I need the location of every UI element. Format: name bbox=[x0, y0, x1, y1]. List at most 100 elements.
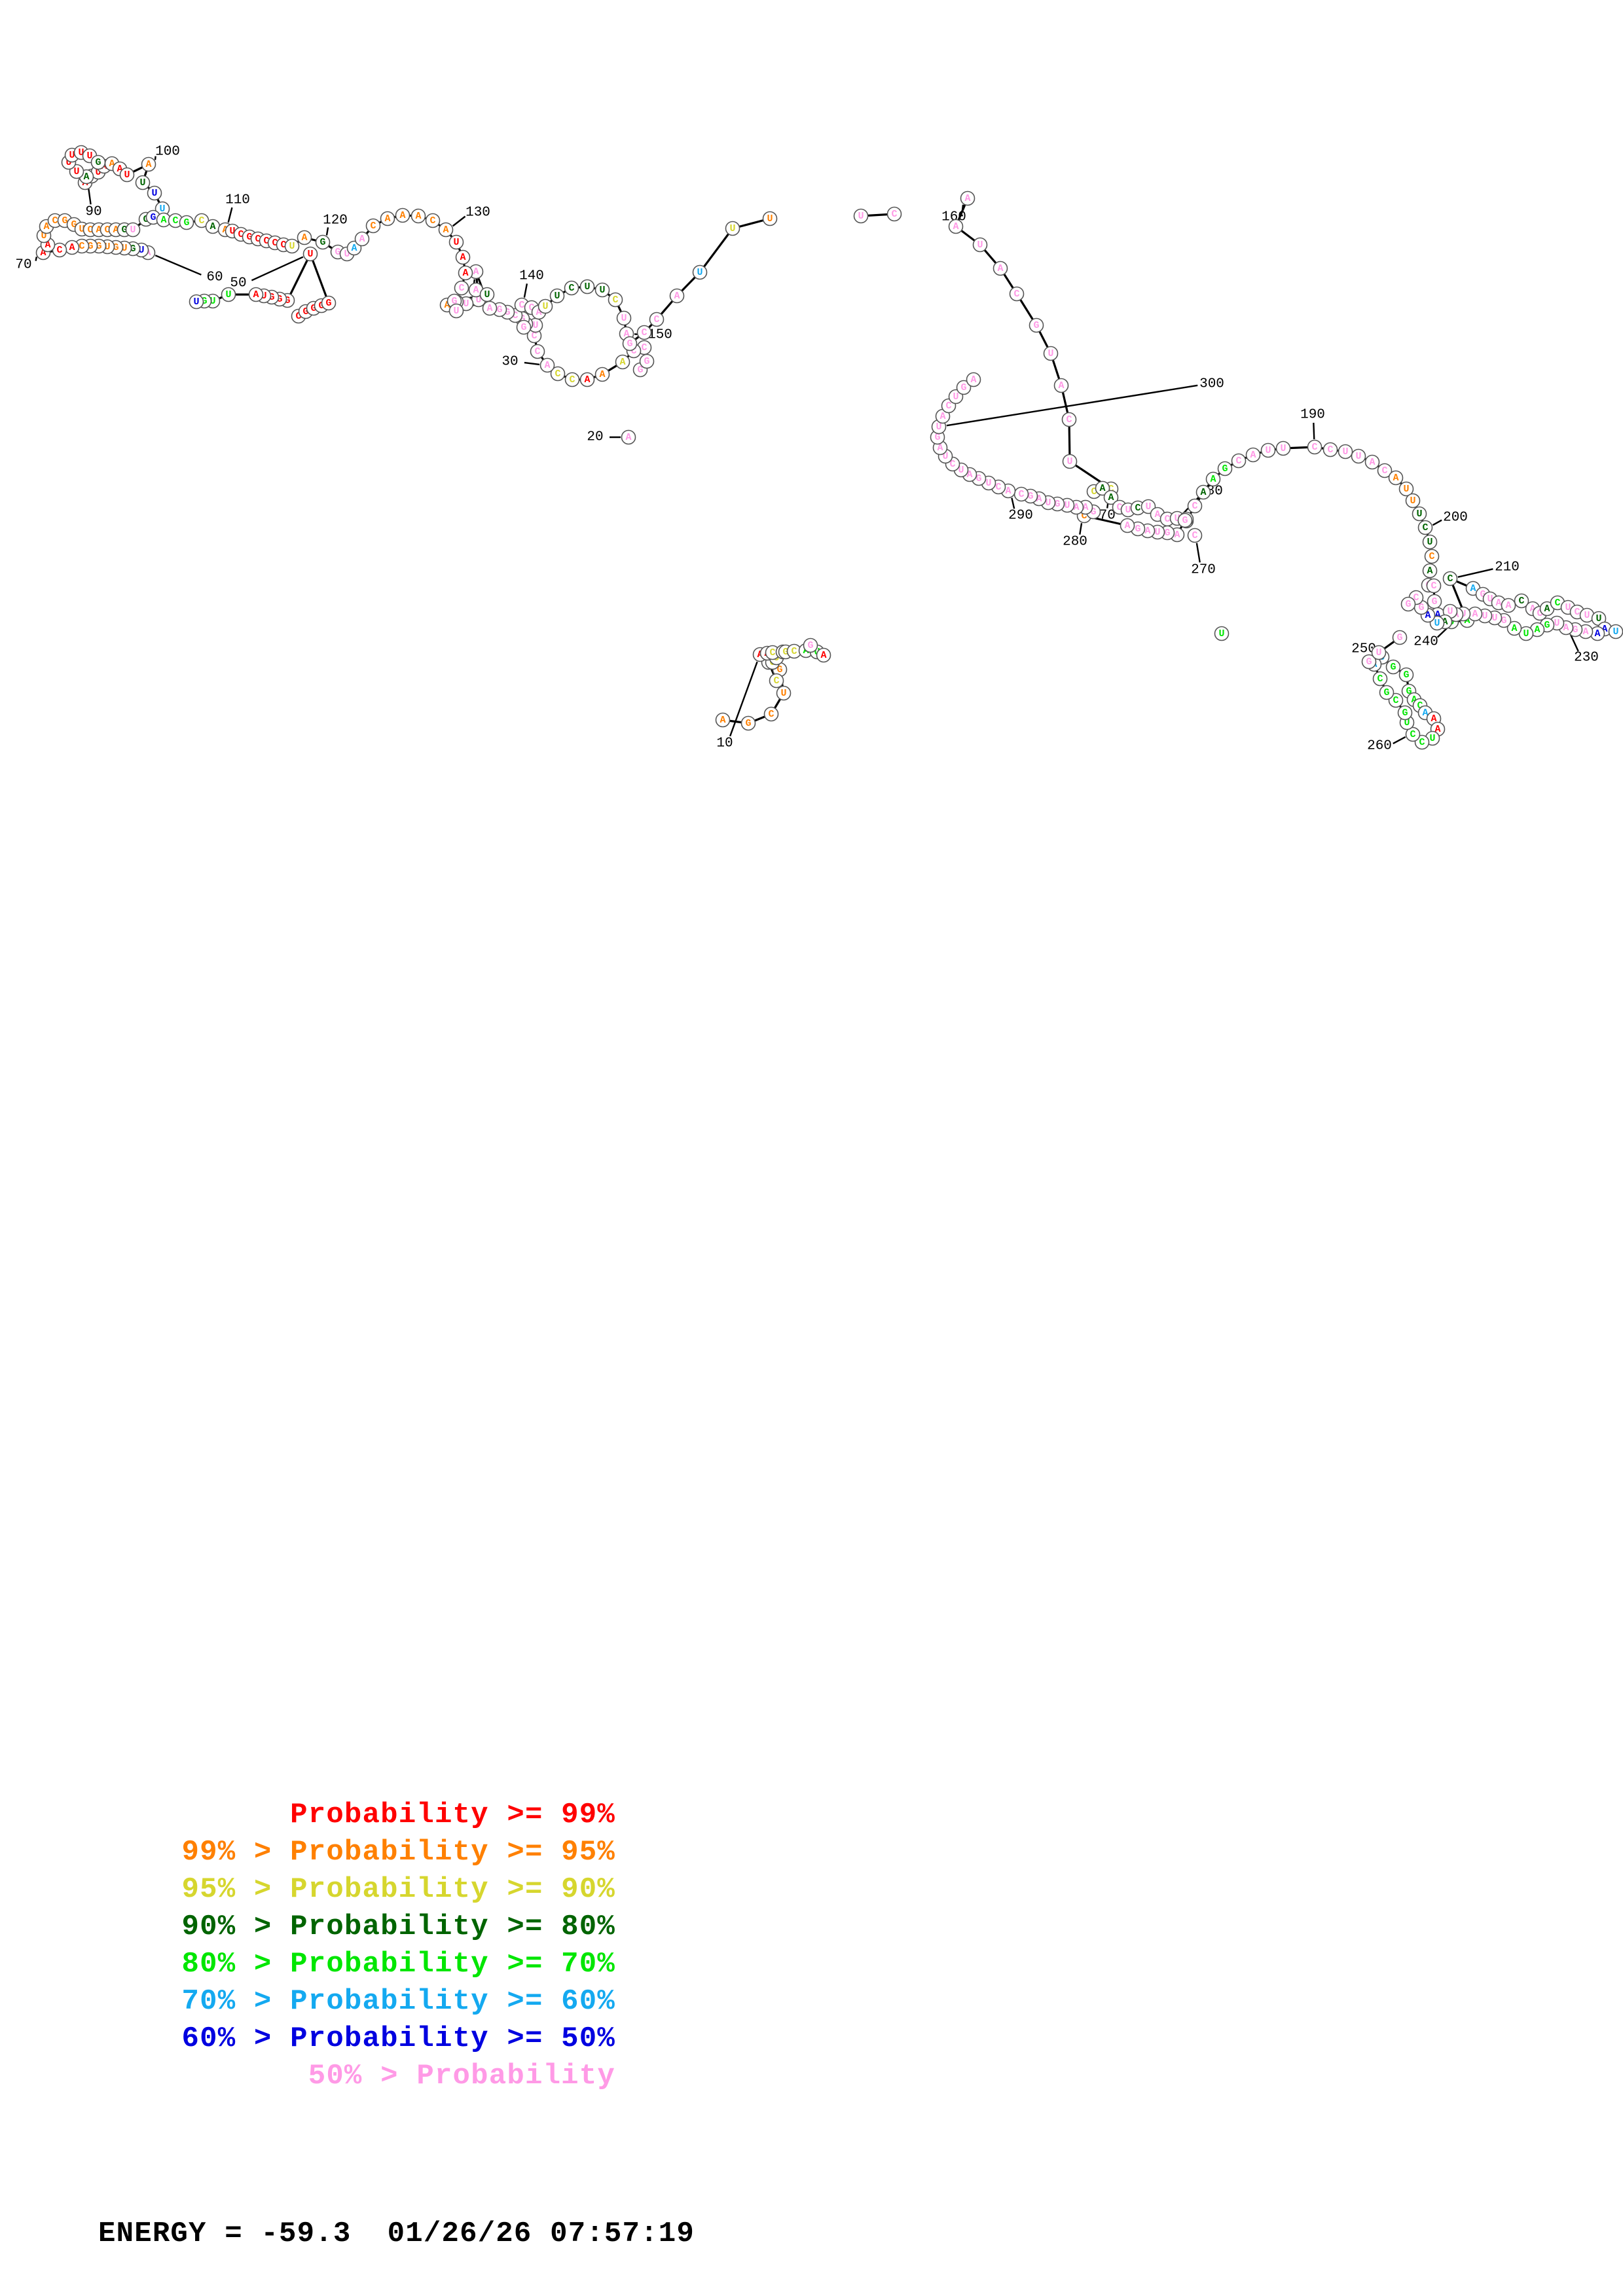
nucleotide[interactable]: G bbox=[1361, 654, 1377, 670]
nucleotide[interactable]: C bbox=[608, 292, 623, 308]
nucleotide[interactable]: C bbox=[564, 372, 580, 387]
nucleotide[interactable]: C bbox=[1187, 528, 1203, 543]
nucleotide[interactable]: G bbox=[740, 715, 756, 731]
nucleotide[interactable]: A bbox=[621, 429, 636, 445]
nucleotide[interactable]: C bbox=[1061, 412, 1077, 427]
nucleotide[interactable]: C bbox=[1417, 520, 1433, 535]
nucleotide[interactable]: G bbox=[803, 637, 818, 653]
nucleotide[interactable]: G bbox=[179, 215, 194, 230]
nucleotide[interactable]: A bbox=[458, 265, 473, 281]
nucleotide[interactable]: A bbox=[1245, 447, 1261, 463]
nucleotide[interactable]: U bbox=[1608, 624, 1623, 639]
nucleotide[interactable]: U bbox=[221, 287, 236, 302]
nucleotide[interactable]: G bbox=[622, 336, 638, 351]
nucleotide[interactable]: A bbox=[395, 207, 410, 223]
nucleotide[interactable]: U bbox=[1214, 626, 1230, 641]
nucleotide[interactable]: A bbox=[1467, 606, 1483, 622]
nucleotide[interactable]: U bbox=[853, 208, 869, 224]
nucleotide[interactable]: C bbox=[1307, 439, 1322, 455]
nucleotide[interactable]: U bbox=[549, 288, 565, 304]
nucleotide[interactable]: A bbox=[1506, 620, 1522, 636]
nucleotide[interactable]: A bbox=[380, 211, 395, 226]
nucleotide[interactable]: C bbox=[1426, 578, 1442, 594]
nucleotide[interactable]: G bbox=[1400, 596, 1416, 612]
nucleotide[interactable]: U bbox=[284, 238, 300, 254]
nucleotide[interactable]: U bbox=[1260, 442, 1276, 458]
nucleotide[interactable]: U bbox=[479, 287, 495, 302]
nucleotide[interactable]: C bbox=[454, 280, 469, 296]
nucleotide[interactable]: A bbox=[438, 222, 454, 238]
nucleotide[interactable]: C bbox=[425, 213, 441, 228]
nucleotide[interactable]: U bbox=[579, 279, 595, 295]
nucleotide[interactable]: G bbox=[516, 319, 532, 335]
nucleotide[interactable]: A bbox=[297, 230, 312, 245]
nucleotide[interactable]: G bbox=[90, 154, 106, 170]
nucleotide[interactable]: A bbox=[715, 712, 731, 728]
nucleotide[interactable]: U bbox=[725, 221, 740, 236]
nucleotide[interactable]: U bbox=[1338, 444, 1353, 459]
nucleotide[interactable]: A bbox=[993, 260, 1008, 276]
nucleotide[interactable]: C bbox=[530, 344, 545, 359]
nucleotide[interactable]: U bbox=[1043, 346, 1059, 361]
nucleotide[interactable]: A bbox=[935, 408, 951, 424]
nucleotide[interactable]: G bbox=[321, 295, 337, 311]
nucleotide[interactable]: C bbox=[1377, 463, 1393, 478]
nucleotide[interactable]: C bbox=[1013, 486, 1029, 502]
nucleotide[interactable]: C bbox=[564, 280, 579, 296]
nucleotide[interactable]: A bbox=[455, 249, 471, 265]
nucleotide[interactable]: U bbox=[972, 237, 988, 253]
nucleotide[interactable]: A bbox=[1053, 378, 1069, 393]
nucleotide[interactable]: C bbox=[1405, 726, 1421, 742]
nucleotide[interactable]: A bbox=[205, 219, 221, 234]
nucleotide[interactable]: A bbox=[1501, 598, 1516, 613]
nucleotide[interactable]: A bbox=[1422, 563, 1438, 579]
nucleotide[interactable]: G bbox=[1427, 594, 1442, 609]
nucleotide[interactable]: U bbox=[189, 294, 204, 310]
nucleotide[interactable]: C bbox=[1372, 671, 1388, 687]
nucleotide[interactable]: A bbox=[615, 354, 630, 370]
nucleotide[interactable]: G bbox=[315, 234, 331, 250]
nucleotide[interactable]: C bbox=[763, 706, 779, 722]
nucleotide[interactable]: G bbox=[1379, 685, 1395, 700]
nucleotide[interactable]: C bbox=[1442, 571, 1458, 586]
nucleotide[interactable]: C bbox=[1009, 286, 1025, 302]
nucleotide[interactable]: U bbox=[616, 310, 632, 326]
nucleotide[interactable]: U bbox=[448, 234, 464, 250]
nucleotide[interactable]: A bbox=[966, 372, 981, 387]
nucleotide[interactable]: A bbox=[948, 219, 964, 234]
nucleotide[interactable]: G bbox=[639, 353, 655, 369]
nucleotide[interactable]: U bbox=[762, 211, 778, 226]
nucleotide[interactable]: A bbox=[539, 357, 555, 373]
nucleotide[interactable]: U bbox=[1351, 448, 1366, 464]
nucleotide[interactable]: C bbox=[765, 645, 780, 660]
nucleotide[interactable]: C bbox=[1322, 442, 1338, 457]
nucleotide[interactable]: A bbox=[960, 190, 976, 206]
nucleotide[interactable]: U bbox=[1275, 440, 1291, 456]
nucleotide[interactable]: U bbox=[776, 685, 792, 701]
nucleotide[interactable]: A bbox=[248, 287, 264, 302]
nucleotide[interactable]: A bbox=[594, 367, 610, 382]
nucleotide[interactable]: C bbox=[365, 218, 381, 234]
nucleotide[interactable]: C bbox=[649, 312, 665, 327]
nucleotide[interactable]: G bbox=[1398, 667, 1414, 683]
nucleotide[interactable]: U bbox=[147, 185, 162, 201]
nucleotide[interactable]: C bbox=[769, 673, 784, 689]
nucleotide[interactable]: U bbox=[1422, 534, 1438, 550]
nucleotide[interactable]: A bbox=[1095, 480, 1110, 496]
nucleotide[interactable]: G bbox=[1029, 317, 1044, 333]
nucleotide[interactable]: U bbox=[448, 303, 464, 319]
nucleotide[interactable]: U bbox=[135, 175, 151, 190]
nucleotide[interactable]: U bbox=[1062, 454, 1078, 469]
nucleotide[interactable]: U bbox=[119, 167, 135, 183]
nucleotide[interactable]: G bbox=[1177, 512, 1193, 528]
nucleotide[interactable]: G bbox=[956, 380, 972, 395]
nucleotide[interactable]: A bbox=[669, 288, 685, 304]
nucleotide[interactable]: G bbox=[1397, 705, 1413, 721]
nucleotide[interactable]: G bbox=[1385, 659, 1401, 675]
nucleotide[interactable]: C bbox=[636, 325, 652, 340]
nucleotide[interactable]: A bbox=[1120, 518, 1135, 533]
nucleotide[interactable]: C bbox=[1231, 453, 1247, 469]
nucleotide[interactable]: C bbox=[886, 206, 902, 222]
nucleotide[interactable]: A bbox=[141, 156, 156, 172]
nucleotide[interactable]: A bbox=[579, 372, 595, 387]
